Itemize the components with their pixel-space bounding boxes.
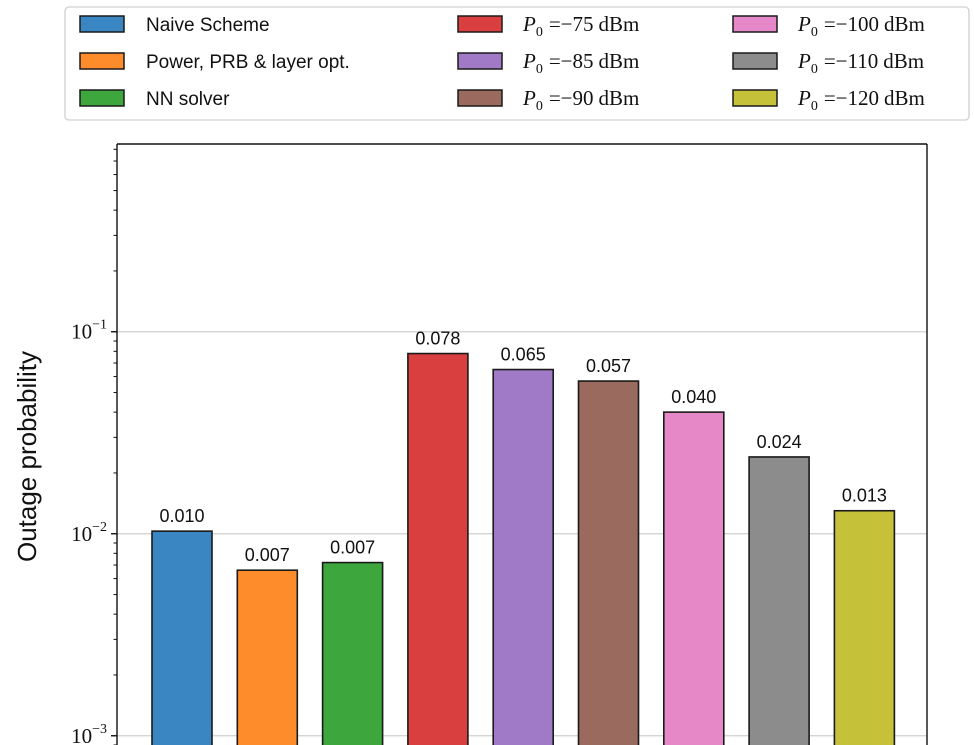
data-label: 0.040 [671,387,716,407]
legend-label: P0 =−85 dBm [522,49,639,77]
legend-unit: dBm [883,49,924,73]
legend-label: P0 =−120 dBm [797,86,925,114]
legend-subscript: 0 [536,99,543,114]
data-label: 0.007 [245,545,290,565]
legend-entry: P0 =−120 dBm [732,86,925,114]
legend-unit: dBm [599,86,640,110]
legend-unit: dBm [599,12,640,36]
data-label: 0.007 [330,538,375,558]
legend-symbol: P [522,86,536,110]
legend-label: P0 =−75 dBm [522,12,639,40]
legend-swatch [79,89,125,107]
legend-entry: P0 =−100 dBm [732,12,925,40]
legend-label: Power, PRB & layer opt. [146,52,350,73]
legend-entry: P0 =−75 dBm [457,12,639,40]
tick-base: 10 [71,724,92,745]
legend-symbol: P [797,12,811,36]
legend-equals: = [549,49,561,73]
tick-exponent: −2 [92,520,107,535]
bar [492,368,555,745]
legend-entry: P0 =−90 dBm [457,86,639,114]
legend-equals: = [824,49,836,73]
legend-label: Naive Scheme [146,15,270,36]
legend-subscript: 0 [811,62,818,77]
legend-entry: P0 =−85 dBm [457,49,639,77]
legend-swatch [457,89,503,107]
legend-entry: P0 =−110 dBm [732,49,924,77]
bar [321,561,384,745]
legend-entry: Naive Scheme [79,15,270,36]
tick-exponent: −3 [92,722,107,737]
legend-entry: Power, PRB & layer opt. [79,52,350,73]
legend-entry: NN solver [79,89,230,110]
data-label: 0.078 [415,329,460,349]
legend-value: −110 [836,49,879,73]
bar [833,509,896,745]
data-label: 0.065 [501,345,546,365]
legend-unit: dBm [884,12,925,36]
legend-subscript: 0 [811,99,818,114]
legend-label: P0 =−90 dBm [522,86,639,114]
data-label: 0.057 [586,356,631,376]
legend-symbol: P [522,12,536,36]
legend-value: −75 [561,12,594,36]
y-tick-label: 10−3 [71,722,107,745]
legend-label: P0 =−110 dBm [797,49,924,77]
legend-symbol: P [797,49,811,73]
legend-unit: dBm [599,49,640,73]
tick-base: 10 [71,522,92,546]
bar [151,530,213,745]
legend-equals: = [824,12,836,36]
legend-label: NN solver [146,89,230,110]
legend-swatch [732,89,778,107]
legend-swatch [79,15,125,33]
legend-subscript: 0 [811,25,818,40]
legend-symbol: P [522,49,536,73]
legend-value: −90 [561,86,594,110]
legend-swatch [457,52,503,70]
y-tick-label: 10−1 [71,318,107,344]
legend-value: −120 [836,86,879,110]
tick-base: 10 [71,320,92,344]
legend-value: −85 [561,49,594,73]
data-label: 0.013 [842,486,887,506]
data-label: 0.024 [757,432,802,452]
bar [577,380,640,745]
legend-subscript: 0 [536,62,543,77]
legend-equals: = [549,12,561,36]
legend-unit: dBm [884,86,925,110]
bar [662,411,725,745]
legend-equals: = [549,86,561,110]
y-axis-label: Outage probability [12,351,42,562]
bar [407,352,469,745]
tick-exponent: −1 [92,318,107,333]
bar [748,456,810,745]
legend-subscript: 0 [536,25,543,40]
legend-equals: = [824,86,836,110]
plot-area: 0.010 0.007 0.007 0.078 0.065 0.057 0.040 0.024… [12,143,928,745]
legend-label: P0 =−100 dBm [797,12,925,40]
legend-swatch [732,15,778,33]
legend-value: −100 [836,12,879,36]
legend-swatch [79,52,125,70]
data-label: 0.010 [159,506,204,526]
y-tick-label: 10−2 [71,520,107,546]
legend-symbol: P [797,86,811,110]
bar [236,569,299,745]
legend-swatch [457,15,503,33]
legend: Naive Scheme Power, PRB & layer opt. NN so… [64,6,970,121]
legend-swatch [732,52,778,70]
